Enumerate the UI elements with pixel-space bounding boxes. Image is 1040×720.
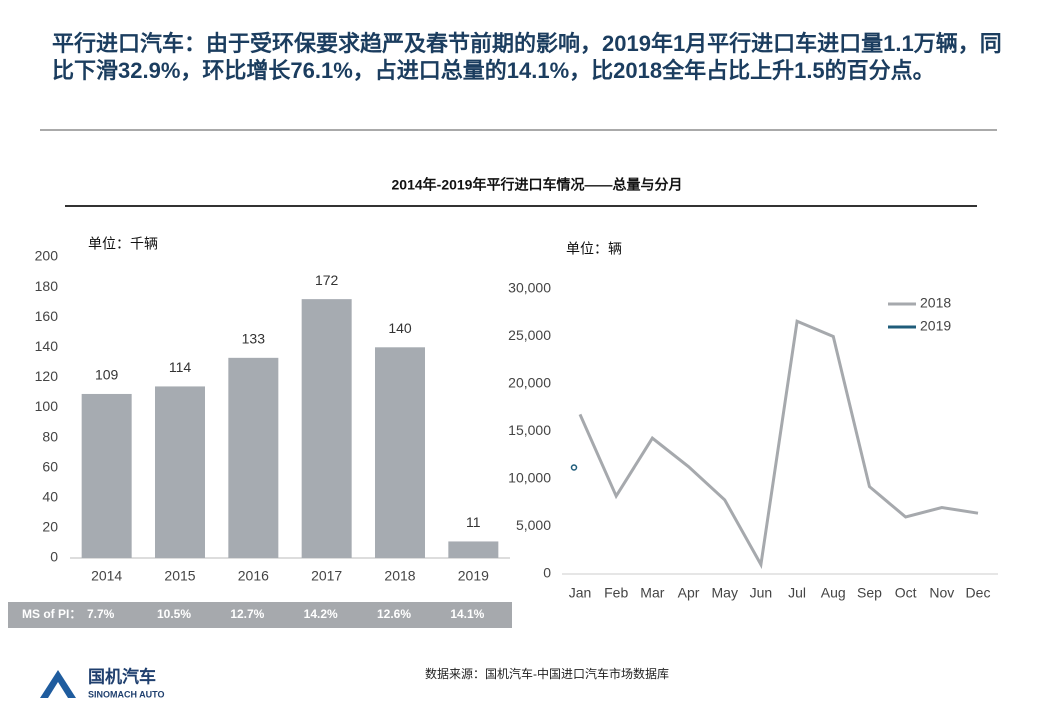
y-tick-label: 120 (35, 368, 59, 384)
data-label: 172 (315, 272, 339, 288)
bar (301, 299, 352, 558)
unit-label: 单位：辆 (566, 241, 622, 257)
x-tick-label: Mar (640, 585, 664, 601)
logo-icon (48, 682, 68, 698)
x-tick-label: 2019 (458, 568, 489, 584)
x-tick-label: 2018 (384, 568, 415, 584)
unit-label: 单位：千辆 (88, 236, 158, 252)
share-value: 7.7% (87, 607, 115, 621)
legend-label: 2019 (920, 318, 951, 334)
x-tick-label: Jul (788, 585, 806, 601)
x-tick-label: Jan (569, 585, 592, 601)
x-tick-label: 2017 (311, 568, 342, 584)
x-tick-label: Feb (604, 585, 628, 601)
y-tick-label: 10,000 (508, 470, 551, 486)
y-tick-label: 140 (35, 338, 59, 354)
bar (155, 386, 205, 558)
share-value: 12.6% (377, 607, 411, 621)
y-tick-label: 200 (35, 248, 59, 264)
chart-subtitle: 2014年-2019年平行进口车情况——总量与分月 (392, 177, 683, 193)
x-tick-label: May (712, 585, 738, 601)
data-label: 133 (242, 331, 266, 347)
y-tick-label: 5,000 (516, 517, 551, 533)
y-tick-label: 160 (35, 308, 59, 324)
y-tick-label: 80 (42, 428, 58, 444)
x-tick-label: Oct (895, 585, 917, 601)
x-tick-label: 2014 (91, 568, 122, 584)
data-label: 11 (466, 514, 481, 530)
share-value: 10.5% (157, 607, 191, 621)
share-label: MS of PI： (22, 607, 81, 621)
share-value: 12.7% (230, 607, 264, 621)
legend-label: 2018 (920, 295, 951, 311)
x-tick-label: Sep (857, 585, 882, 601)
x-tick-label: Dec (966, 585, 991, 601)
y-tick-label: 0 (543, 565, 551, 581)
y-tick-label: 60 (42, 458, 58, 474)
y-tick-label: 100 (35, 398, 59, 414)
x-tick-label: 2015 (164, 568, 195, 584)
y-tick-label: 40 (42, 489, 58, 505)
y-tick-label: 180 (35, 278, 59, 294)
share-value: 14.2% (304, 607, 338, 621)
share-value: 14.1% (450, 607, 484, 621)
y-tick-label: 30,000 (508, 280, 551, 296)
x-tick-label: Aug (821, 585, 846, 601)
data-label: 114 (169, 359, 192, 375)
x-tick-label: 2016 (238, 568, 269, 584)
logo: 国机汽车 SINOMACH AUTO (40, 666, 165, 699)
y-tick-label: 15,000 (508, 422, 551, 438)
line (578, 319, 979, 570)
x-tick-label: Apr (678, 585, 700, 601)
source: 数据来源：国机汽车-中国进口汽车市场数据库 (425, 666, 669, 681)
y-tick-label: 20 (42, 519, 58, 535)
bar (228, 357, 279, 558)
bar (375, 347, 425, 558)
data-label: 140 (388, 320, 412, 336)
x-tick-label: Nov (929, 585, 954, 601)
logo-name: 国机汽车 (88, 666, 156, 686)
slide-title: 平行进口汽车：由于受环保要求趋严及春节前期的影响，2019年1月平行进口车进口量… (52, 31, 1002, 83)
logo-sub: SINOMACH AUTO (88, 689, 165, 699)
bar (81, 393, 132, 558)
x-tick-label: Jun (750, 585, 773, 601)
y-tick-label: 25,000 (508, 327, 551, 343)
y-tick-label: 0 (50, 549, 58, 565)
share-row (8, 602, 512, 628)
data-label: 109 (95, 367, 119, 383)
bar (448, 541, 499, 558)
point (570, 464, 578, 471)
y-tick-label: 20,000 (508, 375, 551, 391)
